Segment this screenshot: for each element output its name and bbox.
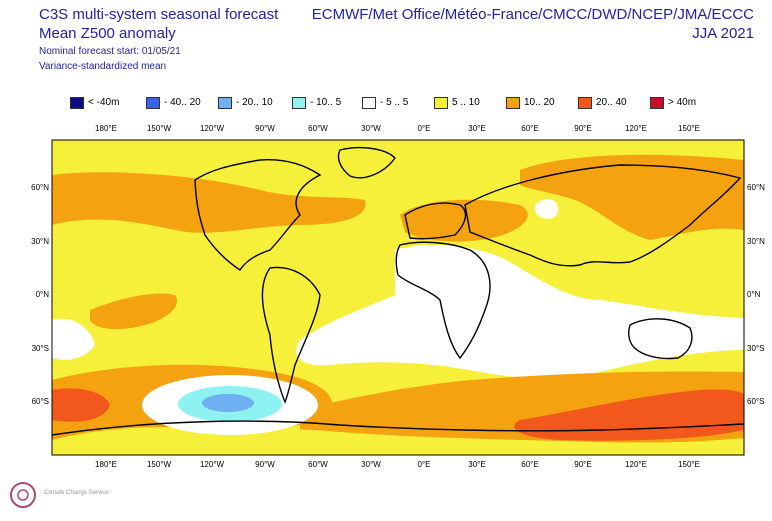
axis-tick-label: 120°W: [200, 460, 225, 469]
axis-tick-label: 180°E: [95, 124, 117, 133]
legend-swatch: [650, 97, 664, 109]
axis-tick-label: 150°W: [147, 124, 172, 133]
axis-tick-label: 0°N: [747, 290, 761, 299]
axis-tick-label: 30°S: [747, 344, 764, 353]
legend-swatch: [218, 97, 232, 109]
legend-label: - 40.. 20: [164, 97, 201, 108]
axis-tick-label: 90°E: [574, 460, 591, 469]
field-red-antarctic: [514, 389, 744, 441]
legend-label: - 5 .. 5: [380, 97, 409, 108]
map-frame: [51, 139, 745, 456]
legend-swatch: [434, 97, 448, 109]
axis-tick-label: 30°E: [468, 124, 485, 133]
field-orange-north-pacific: [52, 172, 366, 233]
axis-tick-label: 30°S: [32, 344, 49, 353]
axis-tick-label: 0°E: [418, 124, 431, 133]
axis-tick-label: 30°W: [361, 124, 381, 133]
lon-labels-bottom: 180°E 150°W 120°W 90°W 60°W 30°W 0°E 30°E 60°E 90…: [95, 460, 700, 469]
lon-labels-top: 180°E 150°W 120°W 90°W 60°W 30°W 0°E 30°E 60°E 90…: [95, 124, 700, 133]
axis-tick-label: 60°S: [747, 397, 764, 406]
lat-labels-left: 60°N 30°N 0°N 30°S 60°S: [31, 183, 49, 406]
axis-tick-label: 30°E: [468, 460, 485, 469]
c3s-logo-icon: [10, 482, 36, 508]
lat-labels-right: 60°N 30°N 0°N 30°S 60°S: [747, 183, 765, 406]
legend-label: - 20.. 10: [236, 97, 273, 108]
axis-tick-label: 60°N: [31, 183, 49, 192]
legend-swatch: [70, 97, 84, 109]
field-white-central-asia: [535, 199, 559, 219]
axis-tick-label: 60°W: [308, 460, 328, 469]
axis-tick-label: 90°E: [574, 124, 591, 133]
legend-label: 20.. 40: [596, 97, 627, 108]
legend-label: - 10.. 5: [310, 97, 342, 108]
forecast-start: Nominal forecast start: 01/05/21: [39, 46, 181, 57]
axis-tick-label: 60°N: [747, 183, 765, 192]
axis-tick-label: 90°W: [255, 124, 275, 133]
axis-tick-label: 60°E: [521, 460, 538, 469]
map-subtitle: Mean Z500 anomaly: [39, 25, 176, 42]
axis-tick-label: 0°N: [36, 290, 50, 299]
legend-swatch: [292, 97, 306, 109]
logo-name: Climate Change Service: [44, 490, 109, 496]
axis-tick-label: 60°W: [308, 124, 328, 133]
axis-tick-label: 60°E: [521, 124, 538, 133]
field-orange-tropical-pacific: [90, 293, 177, 330]
axis-tick-label: 180°E: [95, 460, 117, 469]
legend-swatch: [146, 97, 160, 109]
axis-tick-label: 150°E: [678, 460, 700, 469]
axis-tick-label: 60°S: [32, 397, 49, 406]
axis-tick-label: 120°E: [625, 460, 647, 469]
systems-list: ECMWF/Met Office/Météo-France/CMCC/DWD/N…: [311, 6, 754, 23]
field-orange-asia: [520, 154, 744, 240]
axis-tick-label: 150°E: [678, 124, 700, 133]
axis-tick-label: 30°W: [361, 460, 381, 469]
anomaly-field: [52, 140, 744, 455]
axis-tick-label: 30°N: [31, 237, 49, 246]
field-red-southwest: [52, 388, 110, 422]
legend-label: 5 .. 10: [452, 97, 480, 108]
axis-tick-label: 120°E: [625, 124, 647, 133]
legend-swatch: [506, 97, 520, 109]
legend-swatch: [578, 97, 592, 109]
axis-tick-label: 0°E: [418, 460, 431, 469]
field-blue-low: [202, 394, 254, 412]
legend-swatch: [362, 97, 376, 109]
field-white-south-pacific: [52, 318, 95, 360]
axis-tick-label: 150°W: [147, 460, 172, 469]
legend-label: < -40m: [88, 97, 120, 108]
method-note: Variance-standardized mean: [39, 61, 167, 72]
field-yellow-antarctica: [52, 428, 744, 455]
axis-tick-label: 120°W: [200, 124, 225, 133]
axis-tick-label: 90°W: [255, 460, 275, 469]
legend-label: 10.. 20: [524, 97, 555, 108]
axis-tick-label: 30°N: [747, 237, 765, 246]
map-title: C3S multi-system seasonal forecast: [39, 6, 279, 23]
coastlines: [52, 146, 744, 436]
legend-label: > 40m: [668, 97, 697, 108]
season-label: JJA 2021: [692, 25, 754, 42]
